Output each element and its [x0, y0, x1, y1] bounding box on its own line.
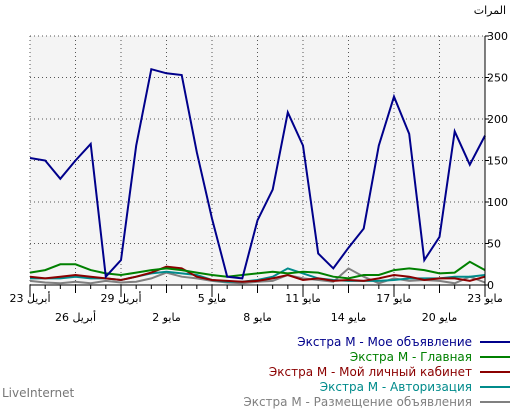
x-tick-label: 20 مايو [422, 311, 458, 324]
legend-swatch [480, 385, 510, 388]
x-tick-label: 26 أبريل [55, 310, 96, 324]
y-tick-label: 150 [487, 155, 508, 168]
legend-item: Экстра М - Размещение объявления [10, 394, 510, 409]
x-tick-labels: 23 مايو 17 مايو 11 مايو 5 مايو 29 أبريل 23 أب… [9, 291, 502, 324]
x-tick-label: 8 مايو [243, 311, 272, 324]
x-tick-label: 23 أبريل [9, 291, 50, 305]
legend-item: Экстра М - Мой личный кабинет [10, 364, 510, 379]
legend-item: Экстра М - Авторизация [10, 379, 510, 394]
legend-item: Экстра М - Мое объявление [10, 334, 510, 349]
x-tick-label: 2 مايو [152, 311, 181, 324]
legend-label: Экстра М - Главная [349, 349, 472, 364]
y-tick-label: 200 [487, 113, 508, 126]
x-tick-label: 5 مايو [198, 292, 227, 305]
y-tick-label: 100 [487, 196, 508, 209]
series-lines [29, 67, 486, 285]
legend-swatch [480, 355, 510, 358]
tick-marks [29, 35, 489, 297]
x-tick-label: 23 مايو [467, 292, 503, 305]
legend-label: Экстра М - Размещение объявления [243, 394, 472, 409]
series-line [29, 67, 486, 280]
y-tick-label: 50 [487, 238, 501, 251]
line-chart: المرات 0 50 100 150 200 250 300 23 مايو 17 مايو… [9, 4, 508, 324]
x-tick-label: 29 أبريل [100, 291, 141, 305]
x-tick-label: 14 مايو [331, 311, 367, 324]
legend-item: Экстра М - Главная [10, 349, 510, 364]
series-line [29, 265, 486, 283]
legend-label: Экстра М - Авторизация [319, 379, 472, 394]
legend: Экстра М - Мое объявление Экстра М - Гла… [10, 334, 510, 409]
legend-swatch [480, 370, 510, 373]
y-tick-labels: 0 50 100 150 200 250 300 [487, 30, 508, 292]
legend-swatch [480, 340, 510, 343]
y-tick-label: 300 [487, 30, 508, 43]
x-tick-label: 17 مايو [376, 292, 412, 305]
brand-label: LiveInternet [2, 386, 75, 400]
y-tick-label: 250 [487, 72, 508, 85]
x-tick-label: 11 مايو [285, 292, 321, 305]
legend-label: Экстра М - Мое объявление [297, 334, 472, 349]
unit-label: المرات [474, 4, 506, 17]
y-tick-label: 0 [487, 279, 494, 292]
legend-label: Экстра М - Мой личный кабинет [268, 364, 472, 379]
legend-swatch [480, 400, 510, 403]
